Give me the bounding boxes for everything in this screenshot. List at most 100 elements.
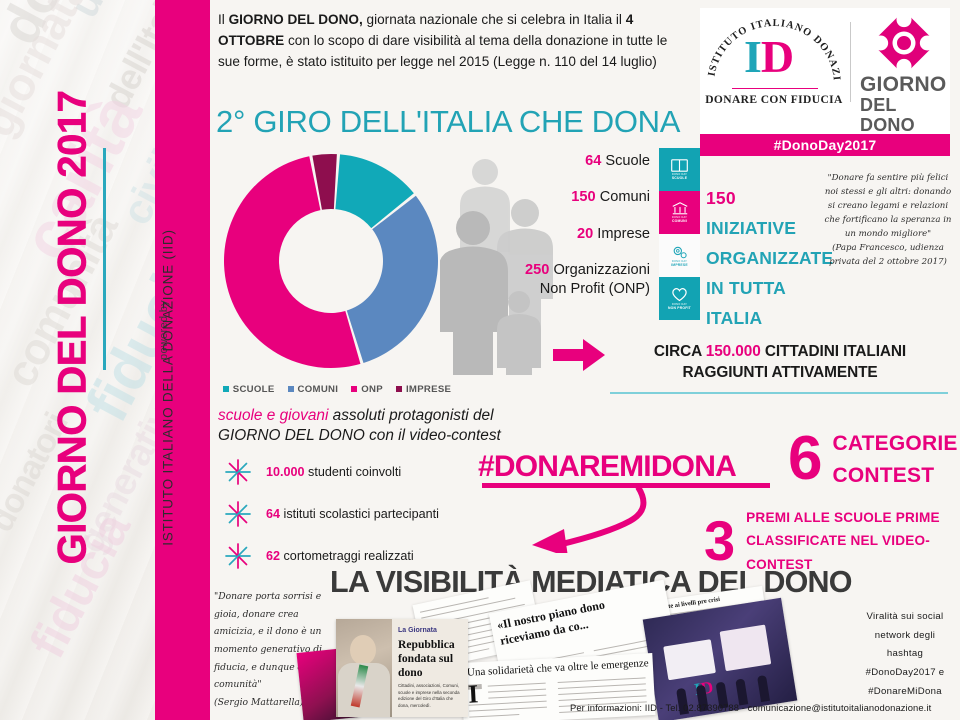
legend-swatch [351, 386, 358, 393]
schools-line-2: GIORNO DEL DONO con il video-contest [218, 427, 501, 445]
badge-caption: DONO DAY [671, 259, 688, 263]
legend-item-onp: ONP [351, 384, 383, 395]
giorno-del-dono-logo: GIORNO DEL DONO [860, 12, 948, 135]
mattarella-quote-attribution: (Sergio Mattarella) [214, 696, 304, 708]
donut-slice-imprese [312, 154, 337, 210]
badge-comuni: DONO DAY COMUNI [659, 191, 700, 234]
donut-chart [222, 152, 440, 370]
initiatives-block: 150 INIZIATIVE ORGANIZZATE IN TUTTA ITAL… [706, 183, 834, 333]
initiatives-number: 150 [706, 188, 736, 208]
stat-row: 250 Organizzazioni Non Profit (ONP) [480, 261, 650, 298]
circa-post: CITTADINI ITALIANI [760, 343, 907, 360]
monogram-i: I [744, 31, 762, 82]
pope-quote: "Donare fa sentire più felici noi stessi… [824, 172, 952, 269]
schools-rest: assoluti protagonisti del [328, 407, 494, 424]
iid-monogram: ID [744, 31, 794, 82]
circa-number: 150.000 [705, 343, 761, 360]
clipping-photo [336, 619, 392, 717]
iid-logo: ISTITUTO ITALIANO DONAZIONE ID DONARE CO… [700, 8, 848, 112]
stat-label: Scuole [601, 153, 650, 169]
prizes-line-2: CLASSIFICATE NEL VIDEO-CONTEST [746, 533, 931, 572]
initiatives-word: INIZIATIVE [706, 218, 797, 239]
stat-row: 150 Comuni [480, 188, 650, 206]
logo-block: ISTITUTO ITALIANO DONAZIONE ID DONARE CO… [700, 8, 950, 138]
left-texture-panel: dono ufficiale giornata dell'Italia cari… [0, 0, 155, 720]
donut-slice-scuole [335, 154, 414, 229]
list-item: 10.000 studenti coinvolti [224, 456, 494, 488]
chart-legend: SCUOLE COMUNI ONP IMPRESE [222, 384, 452, 395]
categories-words: CATEGORIE CONTEST [832, 428, 957, 491]
initiatives-line-1: 150 INIZIATIVE [706, 183, 831, 243]
clipping-body: Cittadini, associazioni, Comuni, scuole … [398, 683, 460, 708]
bullet-label: studenti coinvolti [304, 465, 402, 479]
photo-head [350, 635, 376, 665]
intro-part: Il [218, 12, 229, 27]
logo-divider [850, 22, 852, 102]
stat-number: 250 [525, 262, 550, 279]
building-icon [672, 202, 687, 215]
legend-item-comuni: COMUNI [287, 384, 339, 395]
brand-wordmark: GIORNO DEL DONO [860, 74, 948, 135]
list-item: 62 cortometraggi realizzati [224, 540, 494, 572]
bullet-number: 64 [266, 507, 281, 521]
mattarella-quote-text: "Donare porta sorrisi e gioia, donare cr… [214, 591, 323, 691]
schools-statement: scuole e giovani assoluti protagonisti d… [218, 406, 518, 447]
legend-swatch [287, 386, 294, 393]
intro-part: giornata nazionale che si celebra in Ita… [362, 12, 626, 27]
badge-caption: DONO DAY [671, 173, 688, 176]
legend-swatch [395, 386, 402, 393]
logo-underline [732, 88, 818, 90]
diamond-logo-icon [873, 12, 935, 74]
legend-item-imprese: IMPRESE [395, 384, 451, 395]
stat-row: 64 Scuole [480, 152, 650, 170]
heart-icon [672, 288, 687, 302]
badge-scuole: DONO DAY SCUOLE [659, 148, 700, 191]
diamond-icon-wrap [860, 12, 948, 74]
badge-label: NON PROFIT [668, 306, 691, 310]
circa-pre: CIRCA [653, 343, 706, 360]
campaign-hashtag: #DONAREMIDONA [478, 450, 737, 483]
hashtag-banner: #DonoDay2017 [700, 134, 950, 156]
legend-label: COMUNI [297, 384, 339, 395]
schools-bullet-list: 10.000 studenti coinvolti 64 istituti sc… [224, 456, 494, 582]
citizens-reached: CIRCA 150.000 CITTADINI ITALIANI RAGGIUNT… [610, 342, 950, 383]
badge-label: IMPRESE [671, 262, 688, 267]
list-item: 64 istituti scolastici partecipanti [224, 498, 494, 530]
donut-slice-comuni [346, 195, 438, 363]
bullet-label: cortometraggi realizzati [280, 549, 414, 563]
prizes-number: 3 [704, 509, 736, 573]
badge-non-profit: DONO DAY NON PROFIT [659, 277, 700, 320]
virality-line-3: hashtag [886, 648, 924, 660]
intro-bold-date: 4 OTTOBRE [218, 12, 634, 48]
circa-line-2: RAGGIUNTI ATTIVAMENTE [682, 363, 878, 381]
mattarella-quote: "Donare porta sorrisi e gioia, donare cr… [214, 588, 334, 712]
virality-note: Viralità sui social network degli hashta… [852, 608, 958, 702]
left-accent-stripe [155, 0, 210, 720]
stat-number: 20 [576, 225, 594, 242]
clipping-kicker: La Giornata [398, 627, 437, 634]
footer-contact: Per informazioni: IID - Tel. 02.87390788… [570, 702, 932, 713]
badge-caption: DONO DAY [671, 216, 688, 219]
schools-highlight: scuole e giovani [218, 407, 329, 424]
stats-list: 64 Scuole 150 Comuni 20 Imprese 250 Orga… [480, 152, 650, 298]
legend-label: SCUOLE [232, 384, 275, 395]
bullet-text: 64 istituti scolastici partecipanti [266, 507, 439, 521]
stage-screen-right [719, 624, 772, 672]
star-bullet-icon [225, 459, 251, 485]
badge-label: SCUOLE [671, 176, 688, 180]
sidebar-divider-rule [103, 148, 106, 370]
categories-word-2: CONTEST [832, 463, 935, 487]
donut-chart-svg [223, 154, 438, 369]
section-heading: 2° GIRO DELL'ITALIA CHE DONA [216, 104, 681, 139]
initiatives-line-2: ORGANIZZATE [706, 248, 834, 269]
logo-tagline: DONARE CON FIDUCIA [705, 94, 843, 106]
category-badges: DONO DAY SCUOLE DONO DAY COMUNI DONO DAY… [659, 148, 700, 320]
legend-item-scuole: SCUOLE [222, 384, 275, 395]
virality-line-2: network degli [874, 629, 936, 641]
badge-label: COMUNI [672, 219, 687, 223]
brand-line-1: GIORNO [860, 73, 947, 96]
intro-paragraph: Il GIORNO DEL DONO, giornata nazionale c… [218, 10, 688, 72]
pope-quote-text: "Donare fa sentire più felici noi stessi… [824, 173, 952, 239]
circular-text-icon: ISTITUTO ITALIANO DONAZIONE [700, 10, 841, 82]
